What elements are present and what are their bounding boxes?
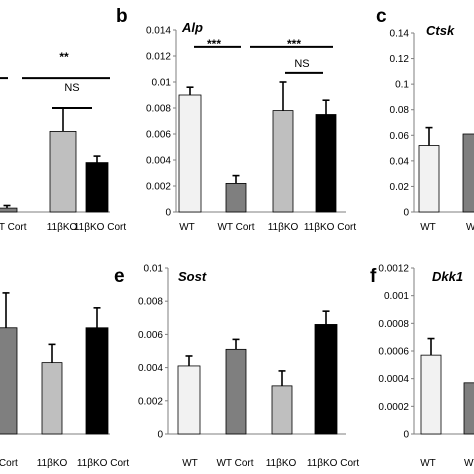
bar-a-2 — [85, 162, 109, 213]
y-tick-label: 0.02 — [390, 182, 410, 193]
x-category-label: 11βKO Cort — [74, 222, 126, 233]
bar-c-1 — [462, 133, 474, 213]
gene-title: Sost — [178, 269, 207, 284]
bar-e-3 — [314, 324, 338, 435]
x-category-label: 11βKO — [37, 458, 68, 469]
bar-c-0 — [418, 145, 440, 213]
y-tick-label: 0.014 — [146, 26, 171, 37]
panel-letter: f — [370, 266, 377, 287]
y-tick-label: 0.14 — [390, 29, 410, 40]
panel-letter: b — [116, 6, 128, 27]
bar-a-1 — [49, 130, 77, 213]
x-category-label: T Cort — [0, 458, 18, 469]
y-tick-label: 0 — [165, 208, 171, 219]
y-tick-label: 0.008 — [138, 297, 163, 308]
bar-e-1 — [225, 348, 247, 435]
x-category-label: 11βKO — [268, 222, 299, 233]
gene-title: Dkk1 — [432, 269, 463, 284]
panel-letter: c — [376, 6, 387, 27]
y-tick-label: 0 — [157, 430, 163, 441]
y-tick-label: 0.0008 — [378, 319, 409, 330]
y-tick-label: 0 — [403, 208, 409, 219]
bar-e-0 — [177, 365, 201, 435]
bar-b-0 — [178, 94, 202, 213]
y-tick-label: 0.06 — [390, 131, 410, 142]
bar-f-0 — [420, 354, 442, 435]
y-tick-label: 0.12 — [390, 54, 410, 65]
y-tick-label: 0.012 — [146, 52, 171, 63]
panel-letter: e — [114, 266, 125, 287]
x-category-label: WT — [182, 458, 198, 469]
y-tick-label: 0.01 — [144, 264, 164, 275]
bar-d-2 — [85, 327, 109, 435]
x-category-label: WT — [464, 458, 474, 469]
x-category-label: 11βKO — [47, 222, 78, 233]
x-category-label: WT Cort — [217, 222, 254, 233]
y-tick-label: 0.006 — [146, 130, 171, 141]
y-tick-label: 0.0006 — [378, 347, 409, 358]
bar-a-0 — [0, 207, 18, 213]
y-tick-label: 0.008 — [146, 104, 171, 115]
ns-label: NS — [294, 58, 309, 70]
significance-label: *** — [207, 37, 221, 51]
y-tick-label: 0.0004 — [378, 374, 409, 385]
x-category-label: WT Cort — [216, 458, 253, 469]
bar-b-1 — [225, 182, 247, 213]
x-category-label: WT — [420, 458, 436, 469]
bar-e-2 — [271, 385, 293, 435]
y-tick-label: 0.004 — [146, 156, 171, 167]
y-tick-label: 0.006 — [138, 330, 163, 341]
y-tick-label: 0.001 — [384, 291, 409, 302]
y-tick-label: 0.004 — [138, 363, 163, 374]
bar-b-3 — [315, 114, 337, 213]
y-tick-label: 0.002 — [146, 182, 171, 193]
y-tick-label: 0.0002 — [378, 402, 409, 413]
bar-d-0 — [0, 327, 18, 435]
bar-d-1 — [41, 362, 63, 435]
y-tick-label: 0.0012 — [378, 264, 409, 275]
y-tick-label: 0.08 — [390, 105, 410, 116]
gene-title: Alp — [181, 20, 203, 35]
bar-f-1 — [463, 382, 474, 435]
x-category-label: 11βKO Cort — [304, 222, 356, 233]
significance-label: *** — [287, 37, 301, 51]
x-category-label: WT — [420, 222, 436, 233]
x-category-label: 11βKO — [266, 458, 297, 469]
x-category-label: 11βKO Cort — [307, 458, 359, 469]
y-tick-label: 0 — [403, 430, 409, 441]
x-category-label: WT Cort — [0, 222, 27, 233]
significance-label: ** — [59, 50, 69, 64]
y-tick-label: 0.1 — [395, 80, 409, 91]
y-tick-label: 0.04 — [390, 156, 410, 167]
x-category-label: 11βKO Cort — [77, 458, 129, 469]
y-tick-label: 0.01 — [152, 78, 172, 89]
gene-title: Ctsk — [426, 23, 455, 38]
bar-b-2 — [272, 110, 294, 213]
x-category-label: WT C — [466, 222, 474, 233]
x-category-label: WT — [179, 222, 195, 233]
ns-label: NS — [64, 82, 79, 94]
y-tick-label: 0.002 — [138, 396, 163, 407]
